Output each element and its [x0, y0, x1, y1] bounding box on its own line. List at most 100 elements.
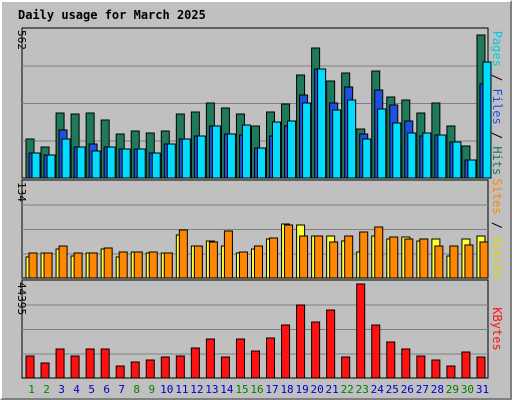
bar-sites-4: [73, 252, 83, 279]
bar-sites-14: [223, 230, 233, 279]
bar-sites-29: [449, 245, 459, 279]
bar-kbytes-24: [371, 324, 381, 379]
chart-title: Daily usage for March 2025: [18, 8, 206, 22]
bar-sites-23: [359, 231, 369, 279]
panel-bottom: 44395 KBytes: [15, 279, 504, 379]
bar-kbytes-25: [386, 341, 396, 379]
bar-pages-6: [106, 146, 116, 179]
x-tick-label: 14: [220, 383, 234, 396]
bar-kbytes-8: [130, 361, 140, 379]
bar-sites-21: [329, 241, 339, 279]
bar-kbytes-2: [40, 362, 50, 379]
bar-pages-13: [211, 125, 221, 179]
x-tick-label: 28: [431, 383, 444, 396]
x-tick-label: 18: [280, 383, 293, 396]
bar-pages-17: [272, 121, 282, 179]
bar-kbytes-22: [341, 356, 351, 379]
side-legend: Sites / Visits: [490, 178, 504, 279]
bar-sites-20: [314, 235, 324, 279]
bar-kbytes-4: [70, 355, 80, 379]
bar-sites-2: [43, 252, 53, 279]
bar-pages-27: [422, 132, 432, 179]
bar-pages-25: [392, 122, 402, 179]
x-tick-label: 8: [133, 383, 140, 396]
bar-kbytes-6: [100, 348, 110, 379]
bar-kbytes-20: [311, 321, 321, 379]
bar-sites-7: [118, 251, 128, 279]
bar-sites-3: [58, 245, 68, 279]
bar-pages-14: [226, 133, 236, 179]
bar-sites-10: [163, 252, 173, 279]
chart-panels: 562 Pages / Files / Hits 134 Sites / Visits…: [15, 27, 504, 379]
x-tick-label: 30: [461, 383, 474, 396]
x-tick-label: 2: [43, 383, 50, 396]
x-tick-label: 7: [118, 383, 125, 396]
x-tick-label: 11: [175, 383, 188, 396]
x-tick-label: 9: [148, 383, 155, 396]
legend-item: /: [490, 67, 504, 89]
bar-sites-18: [284, 224, 294, 279]
bar-pages-28: [437, 134, 447, 179]
bar-sites-12: [193, 245, 203, 279]
bar-sites-1: [28, 252, 38, 279]
bar-kbytes-21: [326, 309, 336, 379]
bar-pages-16: [256, 147, 266, 179]
bar-kbytes-3: [55, 348, 65, 379]
bar-pages-2: [46, 154, 56, 179]
bar-sites-31: [479, 241, 489, 279]
x-tick-label: 6: [103, 383, 110, 396]
legend-item: Pages: [490, 31, 504, 67]
bar-kbytes-23: [356, 283, 366, 379]
bar-kbytes-1: [25, 355, 35, 379]
x-tick-label: 26: [401, 383, 414, 396]
bar-kbytes-27: [416, 355, 426, 379]
bar-kbytes-29: [446, 365, 456, 379]
bar-pages-1: [31, 152, 41, 179]
x-tick-label: 25: [386, 383, 399, 396]
x-tick-label: 3: [58, 383, 65, 396]
bar-sites-24: [374, 226, 384, 279]
bar-pages-30: [467, 159, 477, 179]
x-tick-label: 22: [341, 383, 354, 396]
x-tick-label: 27: [416, 383, 429, 396]
x-tick-label: 19: [295, 383, 308, 396]
bar-kbytes-13: [205, 338, 215, 379]
bar-kbytes-26: [401, 348, 411, 379]
bar-pages-24: [377, 108, 387, 179]
bar-kbytes-31: [476, 356, 486, 379]
bar-kbytes-17: [266, 337, 276, 379]
side-legend: KBytes: [490, 307, 504, 350]
x-tick-label: 15: [235, 383, 248, 396]
bar-pages-15: [241, 124, 251, 179]
bar-sites-6: [103, 247, 113, 279]
bar-kbytes-30: [461, 351, 471, 379]
bar-pages-29: [452, 141, 462, 179]
bar-sites-15: [238, 251, 248, 279]
bar-kbytes-16: [250, 350, 260, 379]
bar-pages-26: [407, 132, 417, 179]
bar-kbytes-5: [85, 348, 95, 379]
x-tick-label: 5: [88, 383, 95, 396]
legend-item: /: [490, 125, 504, 147]
bar-sites-22: [344, 235, 354, 279]
bar-sites-30: [464, 244, 474, 279]
bar-kbytes-18: [281, 324, 291, 379]
bar-kbytes-9: [145, 359, 155, 379]
x-tick-label: 23: [356, 383, 369, 396]
bar-sites-16: [253, 245, 263, 279]
bar-kbytes-14: [220, 356, 230, 379]
x-axis-labels: 1 2 3 4 5 6 7 8 9 10 11 12 13 14 15 16 17 18 19 20 21 22 23 24 2…: [28, 383, 489, 396]
bar-kbytes-28: [431, 359, 441, 379]
bar-pages-5: [91, 150, 101, 179]
bar-kbytes-11: [175, 355, 185, 379]
bar-kbytes-15: [235, 338, 245, 379]
x-tick-label: 20: [311, 383, 324, 396]
bar-sites-17: [269, 237, 279, 279]
bar-sites-27: [419, 238, 429, 279]
x-tick-label: 13: [205, 383, 218, 396]
legend-item: Hits: [490, 146, 504, 175]
bar-pages-9: [151, 152, 161, 179]
bar-pages-10: [166, 143, 176, 179]
x-tick-label: 4: [73, 383, 80, 396]
